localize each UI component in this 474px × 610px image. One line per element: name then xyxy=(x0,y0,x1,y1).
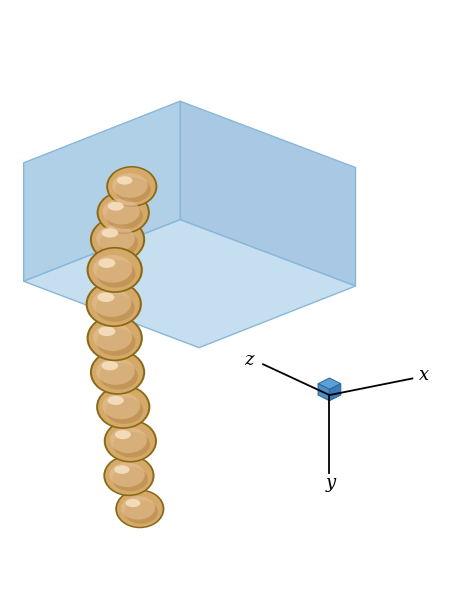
Text: x: x xyxy=(419,366,429,384)
Ellipse shape xyxy=(115,430,131,439)
Ellipse shape xyxy=(103,455,155,496)
Ellipse shape xyxy=(101,361,118,370)
Ellipse shape xyxy=(108,168,155,206)
Ellipse shape xyxy=(100,362,138,390)
Ellipse shape xyxy=(90,217,145,262)
Ellipse shape xyxy=(109,462,145,487)
Ellipse shape xyxy=(87,247,143,293)
Ellipse shape xyxy=(97,191,150,234)
Ellipse shape xyxy=(108,202,124,210)
Ellipse shape xyxy=(114,465,129,474)
Text: z: z xyxy=(244,351,254,368)
Ellipse shape xyxy=(124,500,158,524)
Ellipse shape xyxy=(115,489,164,528)
Ellipse shape xyxy=(104,420,157,462)
Ellipse shape xyxy=(101,228,118,238)
Ellipse shape xyxy=(87,315,143,361)
Ellipse shape xyxy=(106,203,143,229)
Ellipse shape xyxy=(92,289,131,317)
Ellipse shape xyxy=(92,219,143,260)
Ellipse shape xyxy=(103,199,140,224)
Ellipse shape xyxy=(126,499,140,507)
Polygon shape xyxy=(24,101,180,281)
Ellipse shape xyxy=(97,260,136,288)
Ellipse shape xyxy=(99,258,115,268)
Ellipse shape xyxy=(86,281,142,327)
Ellipse shape xyxy=(99,326,115,336)
Ellipse shape xyxy=(93,323,132,351)
Ellipse shape xyxy=(90,350,145,395)
Ellipse shape xyxy=(89,249,141,291)
Ellipse shape xyxy=(96,225,135,252)
Polygon shape xyxy=(318,378,341,389)
Ellipse shape xyxy=(100,230,138,257)
Ellipse shape xyxy=(113,432,150,458)
Polygon shape xyxy=(329,384,341,401)
Ellipse shape xyxy=(89,317,141,359)
Text: y: y xyxy=(326,474,336,492)
Ellipse shape xyxy=(112,173,148,198)
Ellipse shape xyxy=(117,491,163,527)
Polygon shape xyxy=(318,384,329,401)
Ellipse shape xyxy=(117,176,132,185)
Polygon shape xyxy=(180,101,356,286)
Polygon shape xyxy=(24,220,355,348)
Ellipse shape xyxy=(108,396,124,405)
Ellipse shape xyxy=(105,457,153,495)
Ellipse shape xyxy=(88,282,140,325)
Ellipse shape xyxy=(98,292,114,302)
Ellipse shape xyxy=(102,393,140,419)
Ellipse shape xyxy=(121,496,155,520)
Ellipse shape xyxy=(106,166,157,207)
Ellipse shape xyxy=(96,385,150,429)
Ellipse shape xyxy=(112,467,148,492)
Ellipse shape xyxy=(96,357,135,385)
Ellipse shape xyxy=(98,387,148,427)
Ellipse shape xyxy=(115,178,151,203)
Ellipse shape xyxy=(97,328,136,356)
Ellipse shape xyxy=(93,255,132,282)
Ellipse shape xyxy=(110,427,147,453)
Ellipse shape xyxy=(106,421,155,461)
Ellipse shape xyxy=(106,397,143,424)
Ellipse shape xyxy=(99,193,148,232)
Ellipse shape xyxy=(92,351,143,393)
Ellipse shape xyxy=(95,294,135,321)
